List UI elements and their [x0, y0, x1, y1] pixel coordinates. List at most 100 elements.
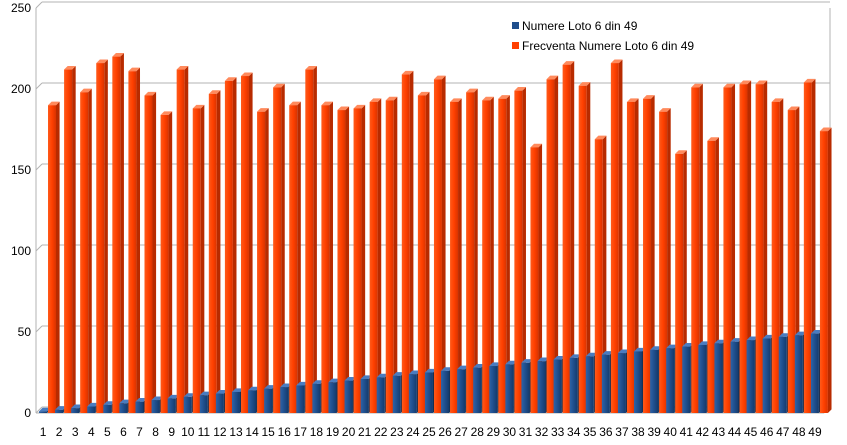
x-tick-label: 20	[342, 425, 356, 439]
legend: Numere Loto 6 din 49 Frecventa Numere Lo…	[512, 19, 694, 53]
x-tick-label: 30	[503, 425, 517, 439]
x-tick-label: 38	[631, 425, 645, 439]
bar-frecventa-43-side	[731, 83, 736, 413]
x-tick-label: 4	[88, 425, 95, 439]
bar-frecventa-12-front	[224, 80, 233, 414]
bar-numere-10-top	[183, 393, 196, 397]
gridline-depth	[35, 82, 43, 90]
bar-numere-27-front	[457, 369, 466, 413]
bar-frecventa-18-top	[321, 101, 333, 106]
bar-frecventa-45-top	[755, 80, 768, 85]
bar-numere-4-front	[87, 406, 96, 413]
gridline-depth	[35, 406, 43, 414]
x-tick-label: 19	[326, 425, 340, 439]
bar-numere-41-front	[682, 346, 691, 413]
gridline-depth	[35, 163, 43, 171]
x-tick-label: 7	[136, 425, 143, 439]
x-tick-label: 23	[390, 425, 404, 439]
bar-numere-48-top	[794, 331, 807, 336]
bar-numere-8-front	[151, 400, 160, 413]
bar-frecventa-13-side	[248, 72, 253, 413]
bar-frecventa-36-front	[610, 63, 619, 414]
bar-frecventa-7-side	[152, 91, 157, 413]
bar-frecventa-10-side	[200, 104, 205, 413]
bar-frecventa-49	[819, 127, 832, 414]
bar-frecventa-24	[417, 91, 430, 413]
bar-frecventa-46-front	[771, 101, 780, 414]
bar-numere-49-top	[810, 330, 823, 334]
bar-numere-11-top	[199, 391, 212, 396]
x-tick-label: 21	[358, 425, 372, 439]
x-tick-label: 43	[712, 425, 726, 439]
bar-frecventa-17	[305, 65, 317, 414]
bar-frecventa-26-top	[450, 98, 462, 102]
bar-frecventa-5-side	[120, 53, 124, 413]
bar-numere-14-front	[248, 390, 257, 413]
x-tick-label: 10	[181, 425, 195, 439]
bar-frecventa-27	[466, 88, 478, 414]
bar-frecventa-34-side	[586, 82, 591, 413]
y-tick-label: 200	[11, 82, 31, 96]
bar-frecventa-6-front	[128, 71, 137, 414]
legend-swatch-numere	[512, 22, 519, 29]
bar-frecventa-49-top	[819, 127, 832, 132]
bar-numere-1-top	[39, 407, 51, 412]
bar-frecventa-17-front	[305, 69, 314, 413]
bar-numere-11-front	[199, 395, 208, 413]
x-tick-label: 6	[120, 425, 127, 439]
bar-frecventa-19-top	[337, 106, 350, 111]
bar-numere-26-top	[441, 367, 453, 371]
bar-numere-14-top	[248, 386, 260, 391]
bar-frecventa-15-top	[273, 83, 285, 88]
bar-frecventa-14-top	[257, 108, 269, 112]
bar-numere-31-top	[521, 359, 534, 363]
bar-frecventa-4	[96, 59, 108, 414]
bar-numere-29-top	[489, 362, 501, 367]
bar-frecventa-49-front	[819, 131, 828, 413]
bar-frecventa-39-top	[659, 108, 671, 112]
x-tick-label: 15	[262, 425, 276, 439]
bar-numere-28-top	[473, 364, 485, 368]
bar-numere-36-front	[601, 354, 610, 413]
bar-frecventa-4-side	[104, 59, 108, 413]
bar-numere-44-front	[730, 341, 739, 413]
x-tick-label: 2	[56, 425, 63, 439]
x-tick-label: 14	[245, 425, 259, 439]
x-tick-label: 46	[760, 425, 774, 439]
x-tick-label: 8	[152, 425, 159, 439]
bar-numere-40-front	[666, 348, 675, 413]
bar-frecventa-9-front	[176, 69, 185, 413]
bar-frecventa-31	[530, 143, 543, 413]
bar-frecventa-35-front	[594, 139, 603, 413]
bar-frecventa-17-side	[313, 65, 317, 414]
bar-numere-38-front	[634, 351, 643, 413]
x-tick-label: 35	[583, 425, 597, 439]
bar-frecventa-36-top	[610, 59, 623, 64]
x-tick-label: 47	[776, 425, 790, 439]
bar-frecventa-29-top	[498, 95, 510, 99]
bar-numere-13-top	[231, 388, 244, 392]
bar-numere-31-front	[521, 362, 530, 413]
x-tick-label: 41	[680, 425, 694, 439]
bar-frecventa-15	[273, 83, 285, 413]
bar-numere-30-front	[505, 364, 514, 413]
bar-frecventa-44	[739, 80, 752, 413]
bar-numere-39-top	[650, 346, 662, 350]
bar-numere-35-top	[585, 352, 598, 357]
bar-numere-9-front	[167, 398, 176, 413]
x-tick-label: 40	[664, 425, 678, 439]
bar-numere-36-top	[601, 351, 614, 355]
bar-frecventa-1-side	[56, 101, 60, 413]
bar-frecventa-35-side	[602, 135, 607, 413]
bar-frecventa-27-side	[474, 88, 478, 413]
x-tick-label: 42	[696, 425, 710, 439]
bar-frecventa-32-side	[554, 75, 559, 414]
bar-frecventa-17-top	[305, 65, 317, 70]
bar-frecventa-2-top	[64, 65, 76, 70]
bar-frecventa-9	[176, 65, 189, 414]
bar-frecventa-25-top	[433, 75, 446, 80]
bar-frecventa-29-side	[506, 95, 510, 414]
bar-frecventa-21-front	[369, 101, 378, 414]
bar-numere-15-top	[264, 385, 276, 389]
bar-frecventa-39	[659, 108, 671, 414]
